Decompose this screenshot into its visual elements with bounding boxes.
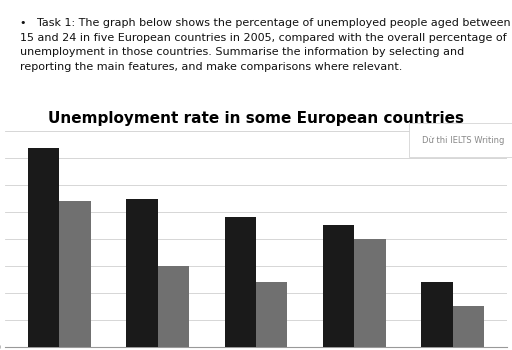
Bar (323, 225, 354, 346)
Bar (354, 239, 386, 346)
Bar (59, 201, 91, 346)
Bar (421, 282, 453, 346)
Bar (28, 147, 59, 346)
Bar (158, 266, 189, 346)
Text: •   Task 1: The graph below shows the percentage of unemployed people aged betwe: • Task 1: The graph below shows the perc… (20, 18, 511, 72)
Title: Unemployment rate in some European countries: Unemployment rate in some European count… (48, 111, 464, 126)
Text: Dừ thi IELTS Writing: Dừ thi IELTS Writing (422, 136, 504, 145)
Bar (453, 306, 484, 346)
Bar (225, 217, 256, 346)
Bar (126, 198, 158, 346)
Bar (256, 282, 287, 346)
